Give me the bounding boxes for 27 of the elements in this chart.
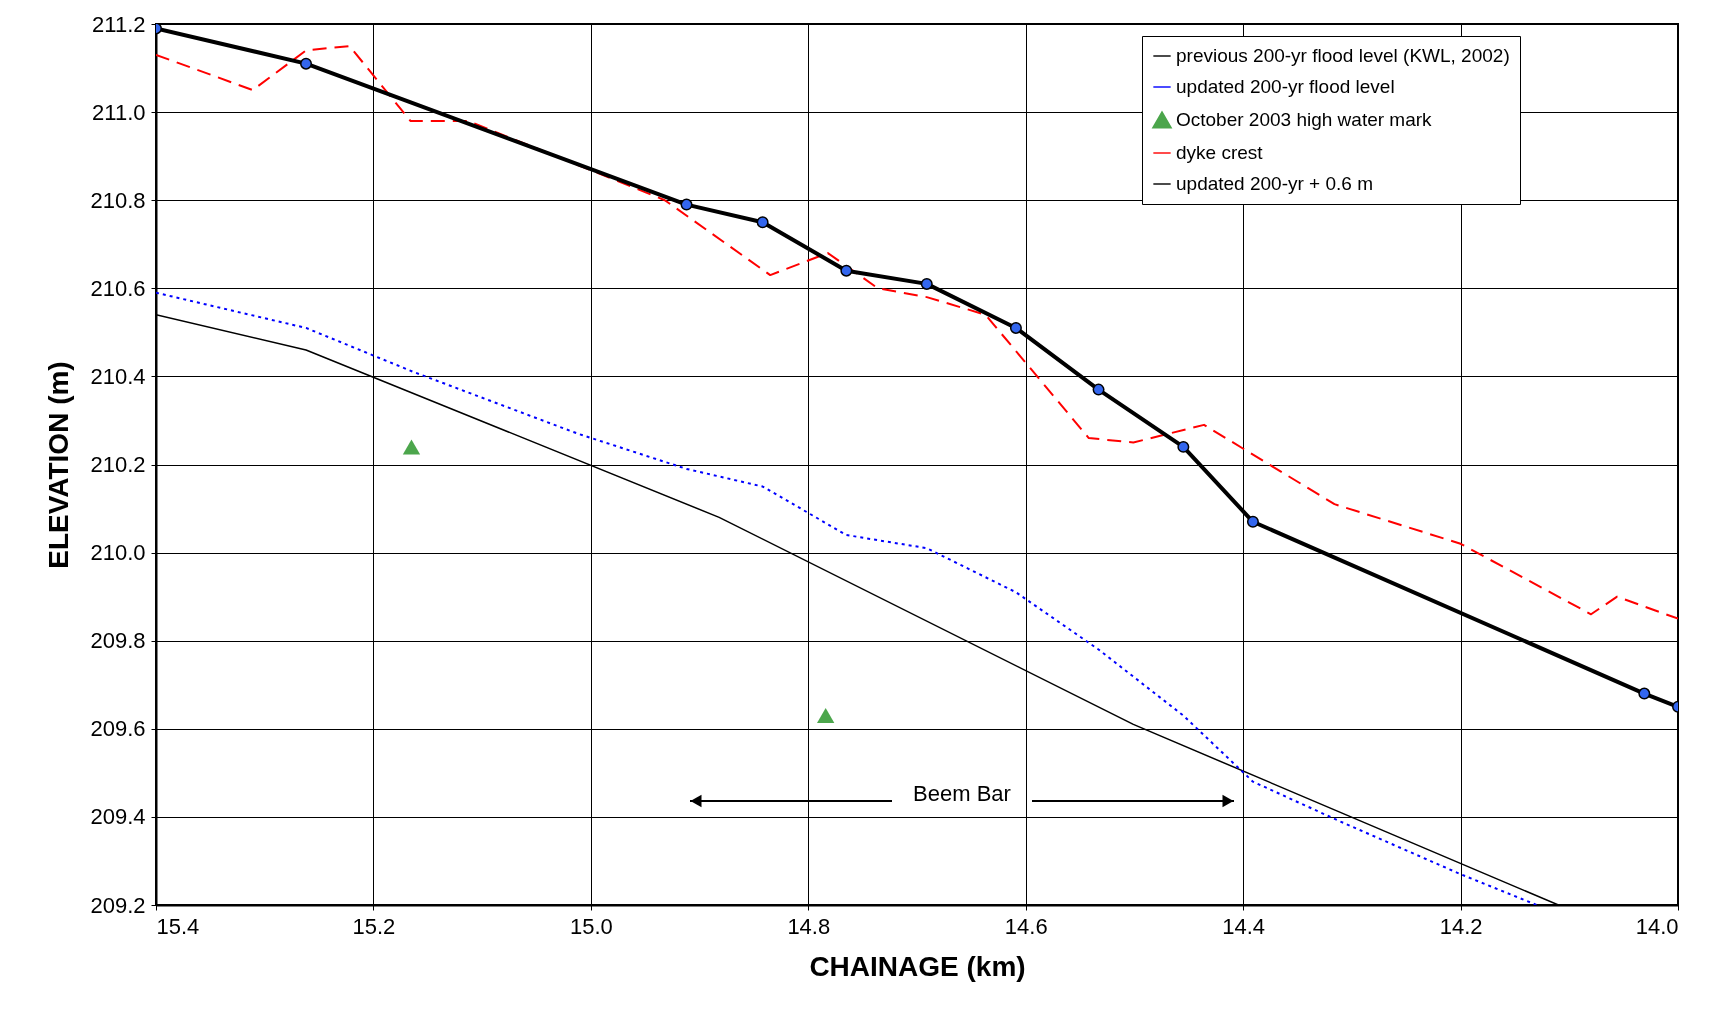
y-tick-label: 211.2 — [92, 11, 146, 37]
legend-label: updated 200-yr + 0.6 m — [1176, 173, 1373, 194]
x-tick-label: 15.2 — [352, 913, 396, 939]
x-tick-label: 15.4 — [156, 913, 200, 939]
y-tick-label: 211.0 — [92, 99, 146, 125]
y-tick-label: 209.2 — [90, 892, 146, 918]
y-tick-label: 210.0 — [90, 540, 146, 566]
y-tick-label: 210.2 — [90, 452, 146, 477]
annotation: Beem Bar — [913, 781, 1011, 806]
y-tick-label: 209.8 — [90, 628, 146, 654]
legend-label: October 2003 high water mark — [1176, 109, 1433, 130]
x-tick-label: 14.0 — [1635, 913, 1679, 939]
x-tick-label: 14.6 — [1004, 913, 1048, 939]
y-tick-label: 209.6 — [90, 716, 146, 742]
y-tick-label: 210.4 — [90, 363, 146, 389]
x-tick-label: 14.4 — [1222, 913, 1266, 939]
x-tick-label: 15.0 — [569, 913, 613, 939]
x-tick-label: 14.2 — [1439, 913, 1483, 939]
y-tick-label: 209.4 — [90, 804, 146, 830]
y-tick-label: 210.6 — [90, 275, 146, 301]
y-axis-title: ELEVATION (m) — [43, 361, 75, 569]
legend-label: previous 200-yr flood level (KWL, 2002) — [1176, 45, 1510, 66]
y-tick-label: 210.8 — [90, 187, 146, 213]
x-axis-title: CHAINAGE (km) — [809, 950, 1026, 982]
legend-label: updated 200-yr flood level — [1176, 76, 1395, 97]
x-tick-label: 14.8 — [787, 913, 831, 939]
legend-label: dyke crest — [1176, 142, 1264, 163]
